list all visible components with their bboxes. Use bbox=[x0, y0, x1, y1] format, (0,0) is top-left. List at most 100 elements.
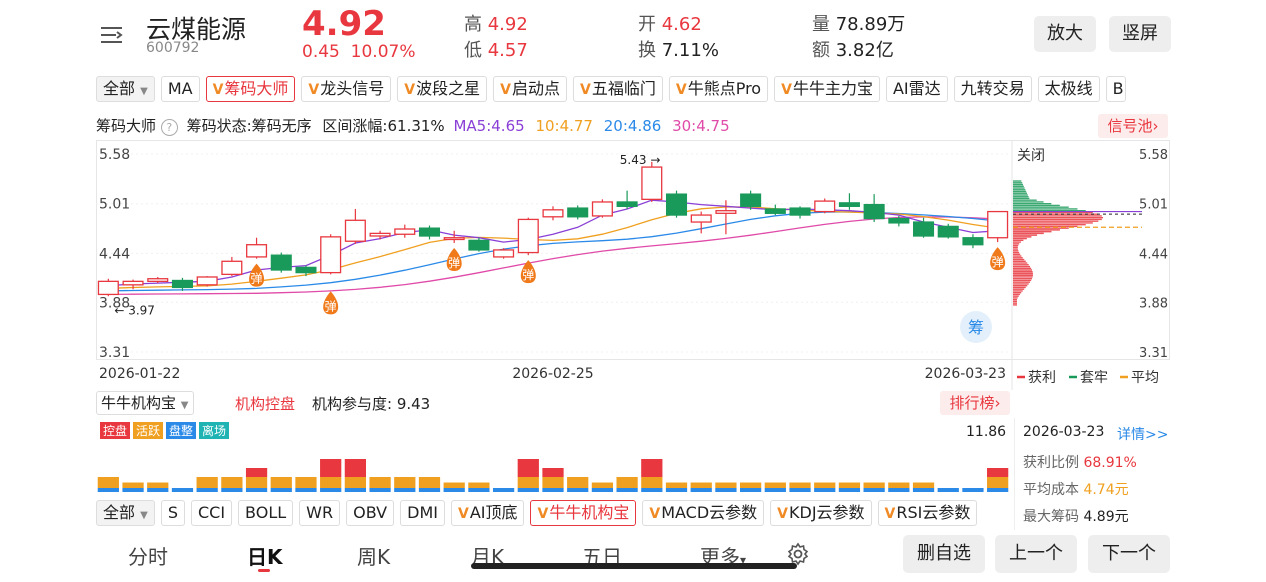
inst-bar-active bbox=[641, 477, 663, 488]
inst-bar-base bbox=[789, 488, 811, 492]
indicator-main-force[interactable]: V牛牛主力宝 bbox=[774, 76, 880, 102]
legend-label: 获利 bbox=[1028, 370, 1056, 386]
indicator-ma[interactable]: MA bbox=[160, 76, 200, 102]
indicator-bull-bear[interactable]: V牛熊点Pro bbox=[668, 76, 769, 102]
inst-bar-base bbox=[690, 488, 712, 492]
inst-bar-active bbox=[838, 482, 861, 488]
vol-label: 量 bbox=[812, 14, 830, 35]
candle-body bbox=[665, 193, 688, 216]
candle-body bbox=[418, 227, 441, 237]
low-value: 4.57 bbox=[487, 40, 528, 61]
home-indicator bbox=[471, 563, 797, 569]
vol-value: 78.89万 bbox=[835, 14, 906, 35]
active-tab-indicator bbox=[258, 569, 270, 572]
inst-bar-base bbox=[814, 488, 836, 492]
candle-body bbox=[270, 254, 292, 271]
inst-bar-base bbox=[912, 488, 935, 492]
right-tick-label: 3.31 bbox=[1139, 346, 1168, 361]
inst-bar-active bbox=[394, 477, 416, 488]
inst-bar-control bbox=[245, 468, 268, 477]
stat-high: 高 4.92 bbox=[464, 10, 528, 36]
sub-indicator-ai-top[interactable]: VAI顶底 bbox=[450, 500, 525, 526]
candle-body bbox=[888, 217, 910, 224]
candle-body bbox=[468, 239, 490, 251]
sub-indicator-macd[interactable]: VMACD云参数 bbox=[642, 500, 765, 526]
zoom-button[interactable]: 放大 bbox=[1034, 16, 1096, 52]
amt-label: 额 bbox=[812, 40, 830, 61]
inst-bar-base bbox=[443, 488, 465, 492]
sub-indicator-boll[interactable]: BOLL bbox=[238, 500, 294, 526]
rank-button[interactable]: 排行榜› bbox=[940, 391, 1010, 415]
bounce-signal-label: 弹 bbox=[251, 272, 263, 286]
sub-indicator-rsi[interactable]: VRSI云参数 bbox=[877, 500, 978, 526]
indicator-taiji[interactable]: 太极线 bbox=[1037, 76, 1100, 102]
candle-body bbox=[740, 193, 762, 207]
signal-pool-button[interactable]: 信号池› bbox=[1098, 114, 1168, 138]
stat-open: 开 4.62 bbox=[638, 10, 702, 36]
sub-indicator-s[interactable]: S bbox=[160, 500, 185, 526]
menu-icon[interactable] bbox=[100, 24, 124, 46]
current-price: 4.92 bbox=[302, 4, 386, 44]
inst-bar-base bbox=[987, 488, 1009, 492]
candle-body bbox=[246, 244, 268, 258]
candle-body bbox=[122, 280, 144, 286]
sub-indicator-cci[interactable]: CCI bbox=[190, 500, 233, 526]
remove-watchlist-button[interactable]: 删自选 bbox=[903, 535, 985, 573]
help-icon[interactable]: ? bbox=[160, 119, 178, 136]
low-marker: ← 3.97 bbox=[114, 303, 155, 317]
open-label: 开 bbox=[638, 14, 656, 35]
candle-body bbox=[443, 237, 465, 241]
sub-indicator-all[interactable]: 全部 ▼ bbox=[96, 500, 155, 526]
inst-bar-active bbox=[122, 482, 144, 488]
inst-bar-control bbox=[517, 459, 539, 477]
inst-bar-active bbox=[221, 477, 243, 488]
indicator-wave-star[interactable]: V波段之星 bbox=[397, 76, 488, 102]
inst-bar-base bbox=[517, 488, 539, 492]
candle-body bbox=[838, 202, 860, 207]
inst-bar-active bbox=[987, 477, 1009, 488]
inst-bar-base bbox=[221, 488, 243, 492]
tab-intraday[interactable]: 分时 bbox=[128, 545, 168, 569]
indicator-leader-signal[interactable]: V龙头信号 bbox=[301, 76, 392, 102]
tab-weekly-k[interactable]: 周K bbox=[357, 545, 391, 569]
inst-selector[interactable]: 牛牛机构宝 ▼ bbox=[96, 391, 194, 415]
detail-link[interactable]: 详情>> bbox=[1117, 427, 1169, 443]
inst-bar-base bbox=[320, 488, 342, 492]
inst-bar-active bbox=[320, 477, 342, 488]
stock-name: 云煤能源 bbox=[146, 15, 247, 44]
open-value: 4.62 bbox=[661, 14, 702, 35]
bounce-signal-label: 弹 bbox=[992, 255, 1004, 269]
prev-stock-button[interactable]: 上一个 bbox=[995, 535, 1077, 573]
indicator-nine-turn[interactable]: 九转交易 bbox=[953, 76, 1032, 102]
kline-chart[interactable]: 5.58 5.01 4.44 3.88 3.31 5.58 5.01 4.44 3.88 3.31… bbox=[96, 140, 1170, 390]
indicator-five-blessings[interactable]: V五福临门 bbox=[573, 76, 663, 102]
inst-bar-base bbox=[122, 488, 144, 492]
tag-exit: 离场 bbox=[199, 422, 230, 439]
sub-indicator-inst[interactable]: V牛牛机构宝 bbox=[530, 500, 637, 526]
candle-body bbox=[913, 221, 935, 237]
indicator-more[interactable]: B bbox=[1105, 76, 1126, 102]
sub-indicator-wr[interactable]: WR bbox=[299, 500, 341, 526]
sub-indicator-kdj[interactable]: VKDJ云参数 bbox=[770, 500, 872, 526]
close-chip-button[interactable]: 关闭 bbox=[1017, 148, 1045, 164]
bounce-signal-label: 弹 bbox=[448, 256, 460, 270]
indicator-chip-master[interactable]: V筹码大师 bbox=[205, 76, 296, 102]
inst-bar-active bbox=[863, 482, 885, 488]
portrait-button[interactable]: 竖屏 bbox=[1109, 16, 1171, 52]
indicator-ai-radar[interactable]: AI雷达 bbox=[885, 76, 948, 102]
inst-bar-base bbox=[591, 488, 614, 492]
settings-gear-icon[interactable] bbox=[786, 542, 810, 566]
inst-bar-active bbox=[888, 482, 910, 488]
indicator-all[interactable]: 全部 ▼ bbox=[96, 76, 155, 102]
tab-daily-k[interactable]: 日K bbox=[247, 545, 283, 569]
ma20-value: 20:4.86 bbox=[603, 117, 662, 135]
inst-max: 11.86 bbox=[966, 424, 1007, 440]
high-value: 4.92 bbox=[487, 14, 528, 35]
sub-indicator-dmi[interactable]: DMI bbox=[400, 500, 445, 526]
inst-bar-base bbox=[665, 488, 688, 492]
next-stock-button[interactable]: 下一个 bbox=[1088, 535, 1170, 573]
candle-body bbox=[369, 232, 391, 237]
candle-body bbox=[493, 249, 515, 258]
indicator-launch-point[interactable]: V启动点 bbox=[493, 76, 567, 102]
sub-indicator-obv[interactable]: OBV bbox=[346, 500, 395, 526]
